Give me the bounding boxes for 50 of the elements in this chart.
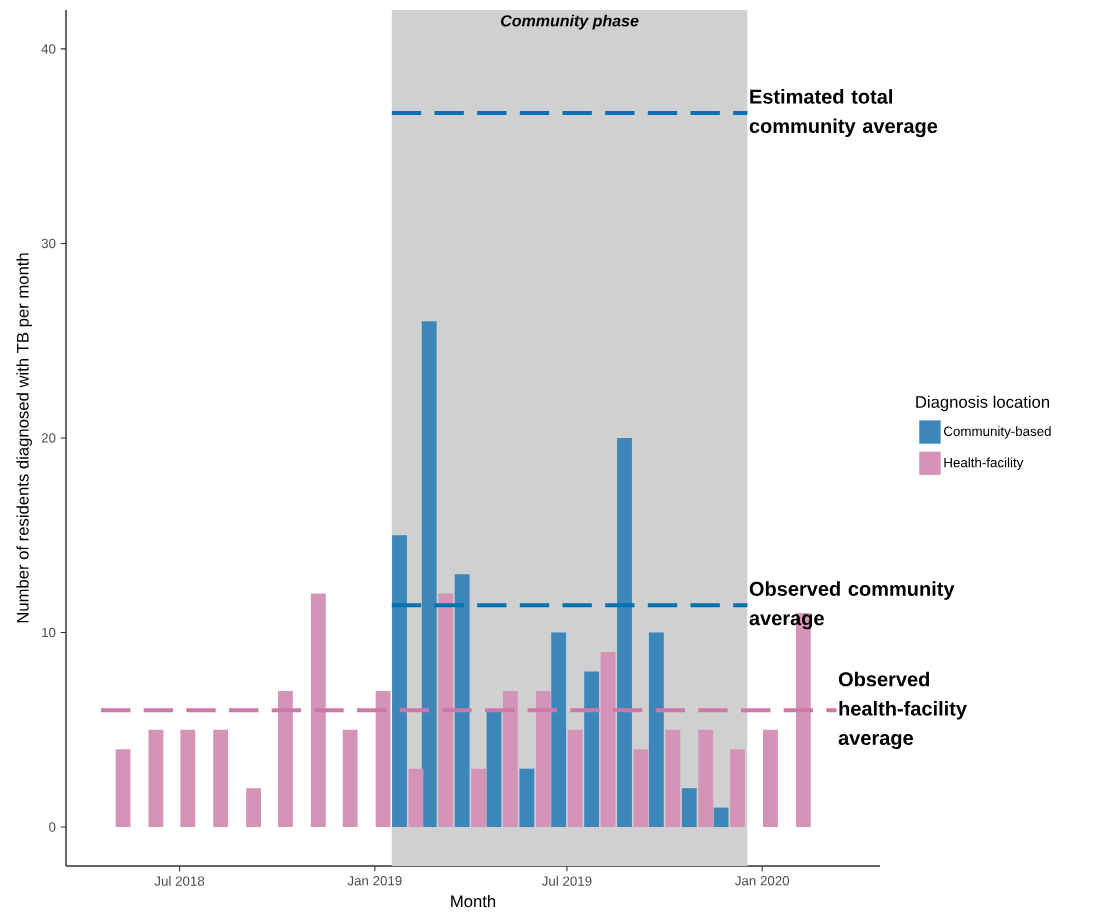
legend-title: Diagnosis location [916,395,1050,412]
bar [648,632,664,828]
bar [486,710,502,828]
bar [600,651,616,828]
bar [584,671,600,828]
bar [730,749,745,828]
bar [408,768,424,828]
bar [213,729,229,828]
y-tick-label: 30 [41,238,56,249]
bar [763,729,778,828]
bar [698,729,714,828]
bar [421,321,437,828]
bar [535,690,551,828]
y-tick-label: 40 [41,44,56,54]
x-tick-label: Jul 2018 [154,876,205,886]
x-tick-label: Jan 2020 [734,876,790,886]
bar [148,729,164,828]
bar [665,729,681,828]
legend-label: Community-based [944,426,1051,439]
x-tick-label: Jan 2019 [347,876,402,886]
bar [180,729,196,828]
ref-line-label: Estimated total community average [749,89,938,138]
y-tick-label: 10 [42,627,56,638]
x-axis-title: Month [451,894,496,908]
y-tick-label: 20 [41,433,56,443]
bar [617,437,632,828]
y-axis-title: Number of residents diagnosed with TB per month [16,253,32,623]
bar [375,690,391,828]
bar [310,593,326,828]
y-tick-label: 0 [49,822,56,832]
bar [471,768,487,828]
bar [567,729,583,828]
bar [246,788,262,828]
x-tick-label: Jul 2019 [541,876,592,886]
bar [502,690,518,828]
bar [438,593,454,828]
bar [519,768,535,828]
ref-line-label: Observed community average [749,581,955,630]
bar [681,788,697,828]
ref-line-label: Observed health-facility average [838,671,967,750]
bar [551,632,567,828]
legend-label: Health-facility [944,457,1024,470]
bar [342,729,358,828]
bar [713,807,729,828]
bar [454,574,470,828]
bar [392,535,407,828]
bar [115,749,131,828]
bar [633,749,649,828]
bar [278,690,293,828]
band-label: Community phase [501,14,639,30]
